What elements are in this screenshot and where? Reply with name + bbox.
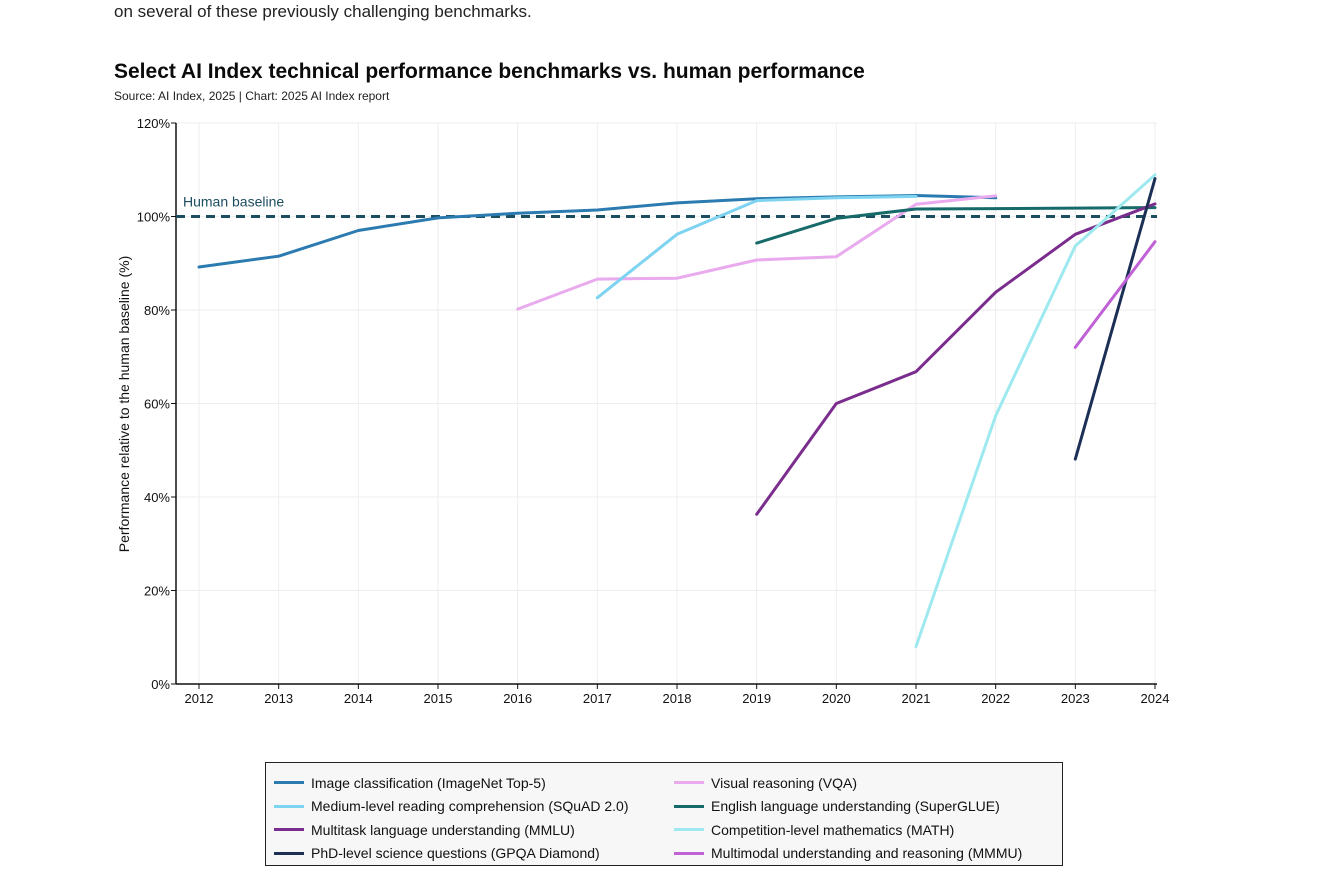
x-tick-label: 2023 [1061, 691, 1090, 706]
y-tick-label: 20% [144, 584, 170, 599]
legend-label: PhD-level science questions (GPQA Diamon… [311, 845, 600, 862]
chart-source: Source: AI Index, 2025 | Chart: 2025 AI … [114, 89, 390, 103]
legend-swatch [274, 828, 304, 832]
legend-swatch [674, 781, 704, 785]
legend-item: Competition-level mathematics (MATH) [674, 818, 1064, 842]
x-tick-label: 2022 [981, 691, 1010, 706]
legend-label: Competition-level mathematics (MATH) [711, 821, 955, 838]
legend-item: Multimodal understanding and reasoning (… [674, 842, 1064, 866]
x-tick-label: 2012 [185, 691, 214, 706]
x-tick-label: 2013 [264, 691, 293, 706]
series-line-7 [1073, 240, 1157, 349]
legend-item: PhD-level science questions (GPQA Diamon… [274, 842, 674, 866]
legend-label: Multimodal understanding and reasoning (… [711, 845, 1023, 862]
legend-label: Multitask language understanding (MMLU) [311, 821, 575, 838]
legend-swatch [674, 851, 704, 855]
legend-swatch [274, 851, 304, 855]
y-tick-label: 100% [137, 210, 171, 225]
series-line-1 [516, 194, 998, 311]
legend-item: Image classification (ImageNet Top-5) [274, 771, 674, 795]
legend-label: Image classification (ImageNet Top-5) [311, 774, 546, 791]
legend-swatch [674, 804, 704, 808]
legend-item: English language understanding (SuperGLU… [674, 795, 1064, 819]
legend-swatch [674, 828, 704, 832]
legend-label: English language understanding (SuperGLU… [711, 798, 1000, 815]
y-tick-label: 120% [137, 116, 171, 131]
series-line-3 [755, 206, 1157, 245]
intro-text: on several of these previously challengi… [114, 2, 532, 21]
x-tick-label: 2016 [503, 691, 532, 706]
legend-label: Visual reasoning (VQA) [711, 774, 858, 791]
x-tick-label: 2021 [902, 691, 931, 706]
legend-item: Medium-level reading comprehension (SQuA… [274, 795, 674, 819]
human-baseline-label: Human baseline [183, 194, 284, 210]
x-tick-label: 2024 [1141, 691, 1170, 706]
y-axis-label: Performance relative to the human baseli… [116, 256, 132, 552]
x-tick-label: 2019 [742, 691, 771, 706]
series-line-4 [755, 202, 1157, 516]
x-tick-label: 2018 [663, 691, 692, 706]
series-line-2 [595, 194, 918, 300]
y-tick-label: 80% [144, 303, 170, 318]
x-tick-label: 2014 [344, 691, 373, 706]
axes: 0% 20% 40% 60% 80% 100% 120% 2012 2013 2014 2015 20… [137, 116, 1170, 706]
legend-label: Medium-level reading comprehension (SQuA… [311, 798, 629, 815]
series-lines [197, 173, 1157, 649]
x-tick-label: 2017 [583, 691, 612, 706]
chart-legend: Image classification (ImageNet Top-5) Vis… [265, 762, 1063, 866]
legend-item: Multitask language understanding (MMLU) [274, 818, 674, 842]
human-baseline: Human baseline [176, 194, 1157, 218]
series-line-5 [914, 173, 1157, 649]
legend-item: Visual reasoning (VQA) [674, 771, 1064, 795]
y-tick-label: 40% [144, 490, 170, 505]
line-chart: 0% 20% 40% 60% 80% 100% 120% 2012 2013 2014 2015 20… [116, 116, 1170, 706]
x-tick-label: 2020 [822, 691, 851, 706]
y-tick-label: 60% [144, 397, 170, 412]
series-line-6 [1073, 177, 1157, 461]
y-tick-label: 0% [151, 677, 170, 692]
legend-swatch [274, 804, 304, 808]
chart-title: Select AI Index technical performance be… [114, 60, 865, 83]
legend-swatch [274, 781, 304, 785]
x-tick-label: 2015 [424, 691, 453, 706]
